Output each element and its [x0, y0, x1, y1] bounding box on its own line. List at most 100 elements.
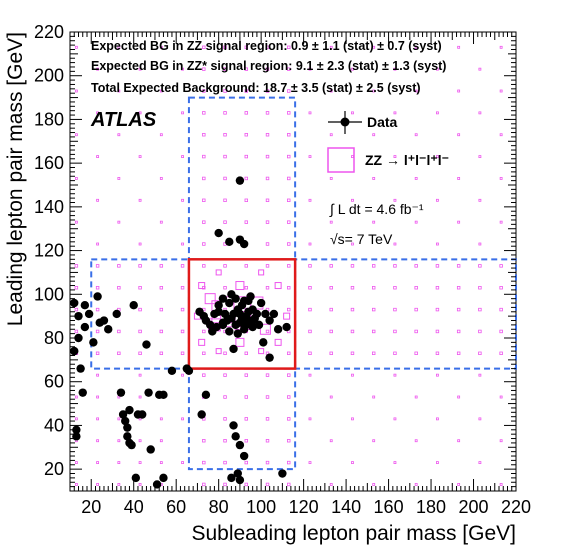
mc-bin [117, 286, 121, 290]
mc-bin [414, 286, 418, 290]
mc-bin [329, 133, 333, 137]
mc-bin [372, 220, 376, 224]
mc-bin [287, 395, 291, 399]
mc-bin [74, 133, 78, 137]
mc-bin [181, 461, 184, 464]
mc-bin [138, 483, 142, 486]
mc-bin [287, 373, 291, 377]
mc-bin [499, 45, 503, 49]
mc-bin [159, 329, 164, 334]
mc-bin [372, 45, 376, 49]
mc-bin [372, 307, 376, 312]
mc-bin [74, 461, 78, 464]
mc-bin [215, 348, 222, 355]
mc-bin [499, 264, 503, 268]
mc-bin [95, 329, 100, 334]
mc-bin [244, 67, 248, 71]
mc-bin [265, 460, 270, 465]
mc-bin [499, 395, 503, 399]
mc-bin [223, 67, 227, 71]
mc-bin [372, 439, 376, 443]
y-tick-label: 20 [44, 459, 64, 479]
mc-bin [436, 417, 439, 421]
mc-bin [287, 417, 291, 421]
mc-bin [117, 461, 121, 464]
mc-bin [329, 351, 333, 355]
mc-bin [159, 461, 163, 464]
mc-bin [457, 45, 461, 49]
mc-bin [435, 351, 440, 355]
mc-bin [265, 198, 270, 202]
mc-bin [159, 307, 164, 312]
mc-bin [159, 264, 164, 268]
mc-bin [308, 329, 312, 334]
mc-bin [244, 45, 248, 49]
mc-bin [287, 439, 291, 443]
data-point [146, 445, 155, 454]
mc-bin [478, 373, 482, 377]
mc-bin [393, 286, 397, 290]
data-point [233, 469, 242, 478]
legend: Data ZZ → l⁺l⁻l⁺l⁻ [327, 111, 449, 173]
data-point [144, 388, 153, 397]
data-point [80, 301, 90, 310]
mc-bin [117, 417, 121, 421]
mc-bin [138, 395, 142, 399]
mc-bin [499, 133, 503, 137]
mc-bin [198, 282, 206, 290]
mc-bin [372, 89, 376, 93]
mc-bin [414, 483, 418, 486]
data-point [218, 320, 228, 330]
mc-bin [308, 461, 312, 464]
mc-bin [117, 220, 121, 224]
mc-bin [456, 329, 461, 334]
plot-frame [69, 31, 517, 492]
mc-bin [393, 417, 397, 421]
legend-data-marker [340, 117, 350, 127]
data-point [273, 325, 283, 334]
mc-bin [74, 286, 79, 290]
mc-bin [159, 45, 163, 49]
mc-bin [478, 417, 482, 421]
mc-bin [308, 351, 312, 355]
mc-bin [244, 417, 248, 421]
mc-bin [329, 45, 333, 49]
mc-bin [287, 242, 291, 246]
mc-bin [244, 264, 248, 268]
y-tick-label: 180 [34, 109, 64, 129]
mc-bin [265, 89, 270, 93]
mc-bin [265, 45, 270, 49]
mc-bin [223, 439, 227, 443]
mc-bin [414, 177, 418, 180]
mc-bin [181, 198, 184, 202]
x-tick-label: 100 [246, 497, 276, 517]
mc-bin [329, 483, 333, 486]
mc-bin [393, 329, 397, 334]
x-tick-label: 120 [289, 497, 319, 517]
mc-bin [223, 198, 227, 202]
mc-bin [215, 269, 222, 276]
x-tick-label: 140 [331, 497, 361, 517]
mc-bin [74, 89, 78, 93]
mc-bin [244, 286, 248, 290]
mc-density-grid [74, 45, 503, 487]
mc-bin [223, 482, 227, 487]
mc-bin [499, 483, 503, 486]
x-tick-label: 60 [166, 497, 186, 517]
mc-bin [117, 133, 121, 137]
mc-bin [435, 264, 440, 268]
mc-bin [202, 373, 206, 377]
data-point [197, 410, 206, 419]
y-tick-label: 60 [44, 372, 64, 392]
data-point [233, 329, 242, 338]
mc-bin [308, 155, 312, 158]
mc-bin [181, 417, 184, 421]
mc-bin [414, 133, 418, 137]
mc-bin [181, 111, 184, 115]
mc-bin [457, 439, 461, 443]
mc-bin [287, 111, 291, 115]
data-point [231, 432, 240, 441]
mc-bin [414, 395, 418, 399]
mc-bin [96, 111, 100, 115]
mc-bin [159, 220, 163, 224]
